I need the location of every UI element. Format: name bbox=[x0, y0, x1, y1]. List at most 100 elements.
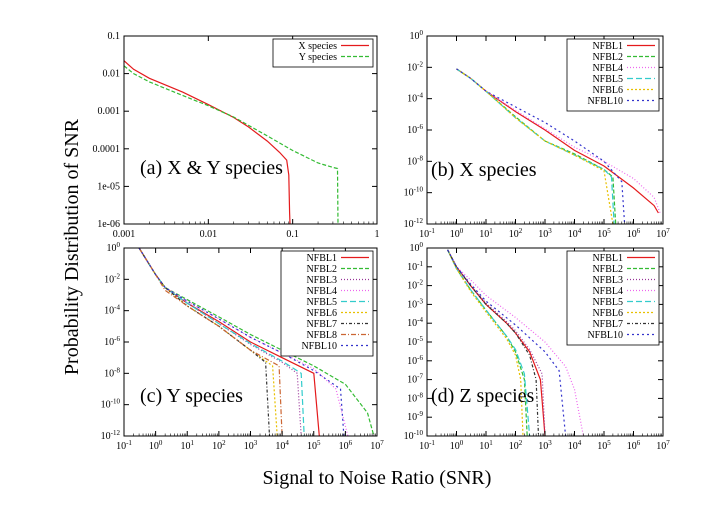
legend-label: NFBL7 bbox=[306, 319, 337, 330]
legend-label: NFBL2 bbox=[592, 52, 623, 63]
series-line-nfbl7 bbox=[447, 249, 540, 436]
y-tick-label: 10-10 bbox=[404, 429, 424, 442]
x-tick-label: 106 bbox=[627, 439, 641, 452]
y-tick-label-exp: -10 bbox=[111, 398, 121, 406]
y-tick-label-exp: -6 bbox=[417, 354, 423, 362]
x-tick-label: 105 bbox=[597, 227, 611, 240]
series-line-nfbl2 bbox=[456, 68, 617, 224]
legend-box bbox=[280, 250, 374, 357]
x-tick-label-exp: 1 bbox=[489, 439, 493, 447]
y-tick-label-base: 10 bbox=[410, 31, 420, 42]
legend-label: NFBL7 bbox=[592, 319, 623, 330]
x-tick-label-exp: 2 bbox=[519, 439, 523, 447]
x-tick-label: 10-1 bbox=[116, 439, 132, 452]
y-tick-label-base: 10 bbox=[407, 156, 417, 167]
legend-label: NFBL3 bbox=[306, 275, 337, 286]
x-tick-label-exp: 7 bbox=[666, 439, 670, 447]
x-tick-label-base: 10 bbox=[275, 441, 285, 452]
x-tick-label: 107 bbox=[656, 227, 670, 240]
x-tick-label-exp: 5 bbox=[607, 227, 611, 235]
x-tick-label-exp: 6 bbox=[349, 439, 353, 447]
legend-label: NFBL1 bbox=[592, 253, 623, 264]
y-tick-label-exp: -8 bbox=[114, 366, 120, 374]
x-tick-label-base: 10 bbox=[450, 441, 460, 452]
x-tick-label-base: 10 bbox=[307, 441, 317, 452]
panel-a: 0.001 0.01 0.1 1 1e-06 1e-05 0.0001 0.001 0.01 0.… bbox=[93, 31, 380, 240]
x-tick-label-base: 10 bbox=[419, 229, 429, 240]
x-tick-label: 102 bbox=[212, 439, 226, 452]
y-tick-label-exp: -7 bbox=[417, 373, 423, 381]
x-tick-label: 100 bbox=[450, 227, 464, 240]
y-tick-label-base: 10 bbox=[407, 262, 417, 273]
x-tick-label-base: 10 bbox=[244, 441, 254, 452]
x-tick-label: 104 bbox=[568, 227, 582, 240]
y-tick-label: 100 bbox=[410, 241, 424, 254]
x-tick-label-exp: 2 bbox=[519, 227, 523, 235]
x-tick-label-exp: -1 bbox=[126, 439, 132, 447]
panel-c: 10-1 100 101 102 103 104 105 106 10710-1210-1010… bbox=[101, 241, 385, 452]
y-tick-label-base: 10 bbox=[404, 431, 414, 442]
legend-label: NFBL10 bbox=[301, 341, 337, 352]
y-tick-label: 100 bbox=[410, 29, 424, 42]
x-tick-label-exp: 7 bbox=[666, 227, 670, 235]
y-tick-label-exp: -6 bbox=[114, 335, 120, 343]
y-tick-label: 10-6 bbox=[407, 123, 423, 136]
x-tick-label: 100 bbox=[149, 439, 163, 452]
y-tick-label: 10-6 bbox=[407, 354, 423, 367]
x-tick-label: 105 bbox=[307, 439, 321, 452]
x-tick-label: 103 bbox=[538, 227, 552, 240]
series-line-nfbl5 bbox=[447, 249, 531, 436]
x-tick-label-exp: 5 bbox=[317, 439, 321, 447]
y-tick-label: 10-2 bbox=[104, 272, 120, 285]
x-tick-label: 0.1 bbox=[286, 229, 299, 240]
y-tick-label: 10-2 bbox=[407, 60, 423, 73]
series-line-nfbl5 bbox=[138, 248, 305, 436]
x-tick-label-exp: 3 bbox=[254, 439, 258, 447]
x-tick-label-base: 1 bbox=[375, 229, 380, 240]
series-line-nfbl6 bbox=[447, 249, 524, 436]
x-tick-label-exp: 4 bbox=[285, 439, 289, 447]
x-tick-label: 103 bbox=[244, 439, 258, 452]
y-tick-label: 0.01 bbox=[103, 69, 121, 80]
y-tick-label-exp: -2 bbox=[417, 60, 423, 68]
x-tick-label-base: 10 bbox=[370, 441, 380, 452]
panel-label: (d) Z species bbox=[431, 385, 535, 407]
x-tick-label: 101 bbox=[479, 227, 493, 240]
x-tick-label-base: 10 bbox=[597, 441, 607, 452]
x-tick-label-exp: 0 bbox=[460, 439, 464, 447]
panel-d: 10-1 100 101 102 103 104 105 106 10710-1010-910-… bbox=[404, 241, 671, 452]
y-tick-label-exp: -2 bbox=[114, 272, 120, 280]
x-tick-label-exp: 1 bbox=[191, 439, 195, 447]
y-tick-label-base: 10 bbox=[407, 125, 417, 136]
y-tick-label-base: 10 bbox=[404, 219, 414, 230]
plot-frame bbox=[123, 35, 378, 225]
legend-label: NFBL4 bbox=[592, 286, 623, 297]
panel-label: (c) Y species bbox=[140, 385, 243, 407]
legend-label: NFBL10 bbox=[587, 96, 623, 107]
y-tick-label-base: 10 bbox=[107, 243, 117, 254]
y-tick-label: 1e-05 bbox=[97, 181, 120, 192]
y-tick-label-base: 10 bbox=[407, 281, 417, 292]
y-tick-label-exp: 0 bbox=[117, 241, 121, 249]
y-tick-label-exp: 0 bbox=[420, 29, 424, 37]
legend-label: NFBL10 bbox=[587, 330, 623, 341]
x-tick-label-base: 10 bbox=[656, 229, 666, 240]
legend-label: NFBL1 bbox=[306, 253, 337, 264]
y-tick-label-base: 10 bbox=[407, 299, 417, 310]
y-tick-label-base: 10 bbox=[101, 431, 111, 442]
x-tick-label-exp: 6 bbox=[637, 227, 641, 235]
y-tick-label-exp: -3 bbox=[417, 297, 423, 305]
x-tick-label-exp: 1 bbox=[489, 227, 493, 235]
x-tick-label: 105 bbox=[597, 439, 611, 452]
x-tick-label: 10-1 bbox=[419, 227, 435, 240]
y-tick-label: 10-8 bbox=[407, 391, 423, 404]
x-tick-label-base: 10 bbox=[450, 229, 460, 240]
series-line-nfbl2 bbox=[447, 249, 528, 436]
y-tick-label: 10-4 bbox=[407, 92, 423, 105]
legend-label: NFBL3 bbox=[592, 275, 623, 286]
y-tick-label-exp: -4 bbox=[417, 316, 423, 324]
y-tick-label: 10-8 bbox=[104, 366, 120, 379]
x-tick-label-base: 10 bbox=[479, 229, 489, 240]
y-tick-label-exp: -10 bbox=[414, 186, 424, 194]
x-tick-label-base: 10 bbox=[627, 441, 637, 452]
